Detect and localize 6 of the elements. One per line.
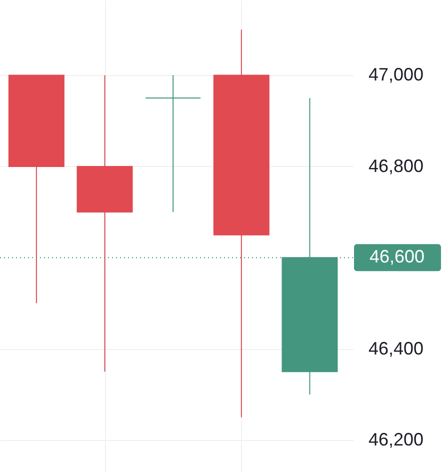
y-tick-label: 46,400 bbox=[368, 338, 424, 358]
ref-line-label: 46,600 bbox=[369, 246, 425, 267]
y-tick-label: 46,800 bbox=[368, 156, 424, 176]
y-tick-label: 46,200 bbox=[368, 430, 424, 450]
y-tick-label: 47,000 bbox=[368, 64, 424, 85]
candlestick bbox=[145, 74, 202, 213]
